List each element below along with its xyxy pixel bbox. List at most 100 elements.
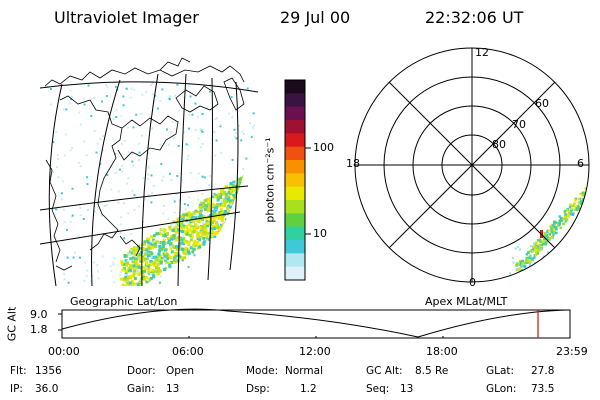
aurora-pixel [246,212,250,216]
aurora-pixel [540,247,543,250]
aurora-pixel [162,243,166,246]
noise-pixel [77,235,80,238]
aurora-pixel [253,190,257,193]
noise-pixel [514,247,517,250]
aurora-pixel [224,227,227,231]
noise-pixel [115,108,118,111]
noise-pixel [212,193,215,196]
aurora-pixel [177,235,181,239]
aurora-pixel [153,269,157,273]
noise-pixel [250,136,253,139]
aurora-pixel [245,171,249,175]
noise-pixel [254,262,257,265]
noise-pixel [61,180,64,183]
aurora-pixel [175,225,179,229]
noise-pixel [168,95,171,98]
aurora-pixel [250,169,254,173]
aurora-pixel [182,242,186,246]
aurora-pixel [173,252,177,256]
aurora-pixel [577,197,580,201]
aurora-pixel [534,249,538,252]
noise-pixel [120,170,123,173]
aurora-pixel [174,254,178,258]
aurora-pixel [182,224,186,228]
aurora-pixel [564,209,567,213]
noise-pixel [227,232,230,235]
aurora-pixel [252,183,255,187]
aurora-pixel [187,241,190,245]
colorbar-segment [285,253,305,268]
aurora-pixel [529,260,532,263]
noise-pixel [206,107,209,110]
noise-pixel [86,176,89,179]
colorbar-segment [285,213,305,228]
aurora-pixel [242,197,246,201]
aurora-pixel [250,209,254,213]
noise-pixel [120,216,123,218]
aurora-pixel [251,174,255,177]
aurora-pixel [142,247,146,251]
noise-pixel [130,249,133,252]
aurora-pixel [206,221,210,225]
noise-pixel [235,137,238,140]
aurora-pixel [535,244,538,247]
aurora-pixel [133,287,136,290]
aurora-pixel [226,224,230,228]
aurora-pixel [168,263,172,267]
aurora-pixel [198,213,202,217]
aurora-pixel [243,207,247,211]
aurora-pixel [154,255,158,259]
noise-pixel [113,257,116,260]
noise-pixel [119,274,122,277]
aurora-pixel [530,249,533,253]
aurora-pixel [574,197,577,201]
aurora-pixel [194,218,198,222]
coastlines [44,57,245,271]
seq-value: 13 [400,383,414,395]
noise-pixel [173,200,176,203]
aurora-pixel [185,213,189,217]
aurora-pixel [249,208,253,211]
noise-pixel [188,196,191,199]
aurora-pixel [206,224,210,228]
aurora-pixel [175,251,179,255]
noise-pixel [105,83,108,86]
noise-pixel [63,208,66,211]
aurora-pixel [246,187,250,191]
aurora-pixel [168,261,172,265]
image-date: 29 Jul 00 [280,8,351,27]
colorbar-segment [285,240,305,254]
aurora-pixel [251,186,255,190]
aurora-pixel [145,257,149,261]
noise-pixel [127,177,130,179]
aurora-pixel [538,243,541,247]
aurora-pixel [231,223,235,226]
noise-pixel [173,211,176,214]
noise-pixel [213,272,216,275]
noise-pixel [126,126,129,129]
aurora-pixel [225,220,229,224]
aurora-pixel [224,223,228,227]
aurora-pixel [243,182,247,185]
noise-pixel [145,91,148,93]
aurora-pixel [185,231,189,235]
noise-pixel [201,175,204,178]
aurora-pixel [564,219,568,223]
aurora-pixel [123,287,126,290]
aurora-pixel [525,261,528,264]
colorbar-unit-label: photon cm⁻²s⁻¹ [263,137,277,223]
aurora-pixel [252,181,256,184]
noise-pixel [187,144,190,147]
aurora-pixel [580,202,583,205]
noise-pixel [122,202,125,205]
noise-pixel [176,175,179,177]
aurora-pixel [523,265,526,269]
colorbar-segment [285,226,305,241]
aurora-pixel [223,201,227,205]
noise-pixel [55,254,58,257]
aurora-pixel [164,254,168,258]
noise-pixel [203,176,206,179]
noise-pixel [67,281,70,284]
aurora-pixel [576,208,579,211]
noise-pixel [96,203,99,206]
